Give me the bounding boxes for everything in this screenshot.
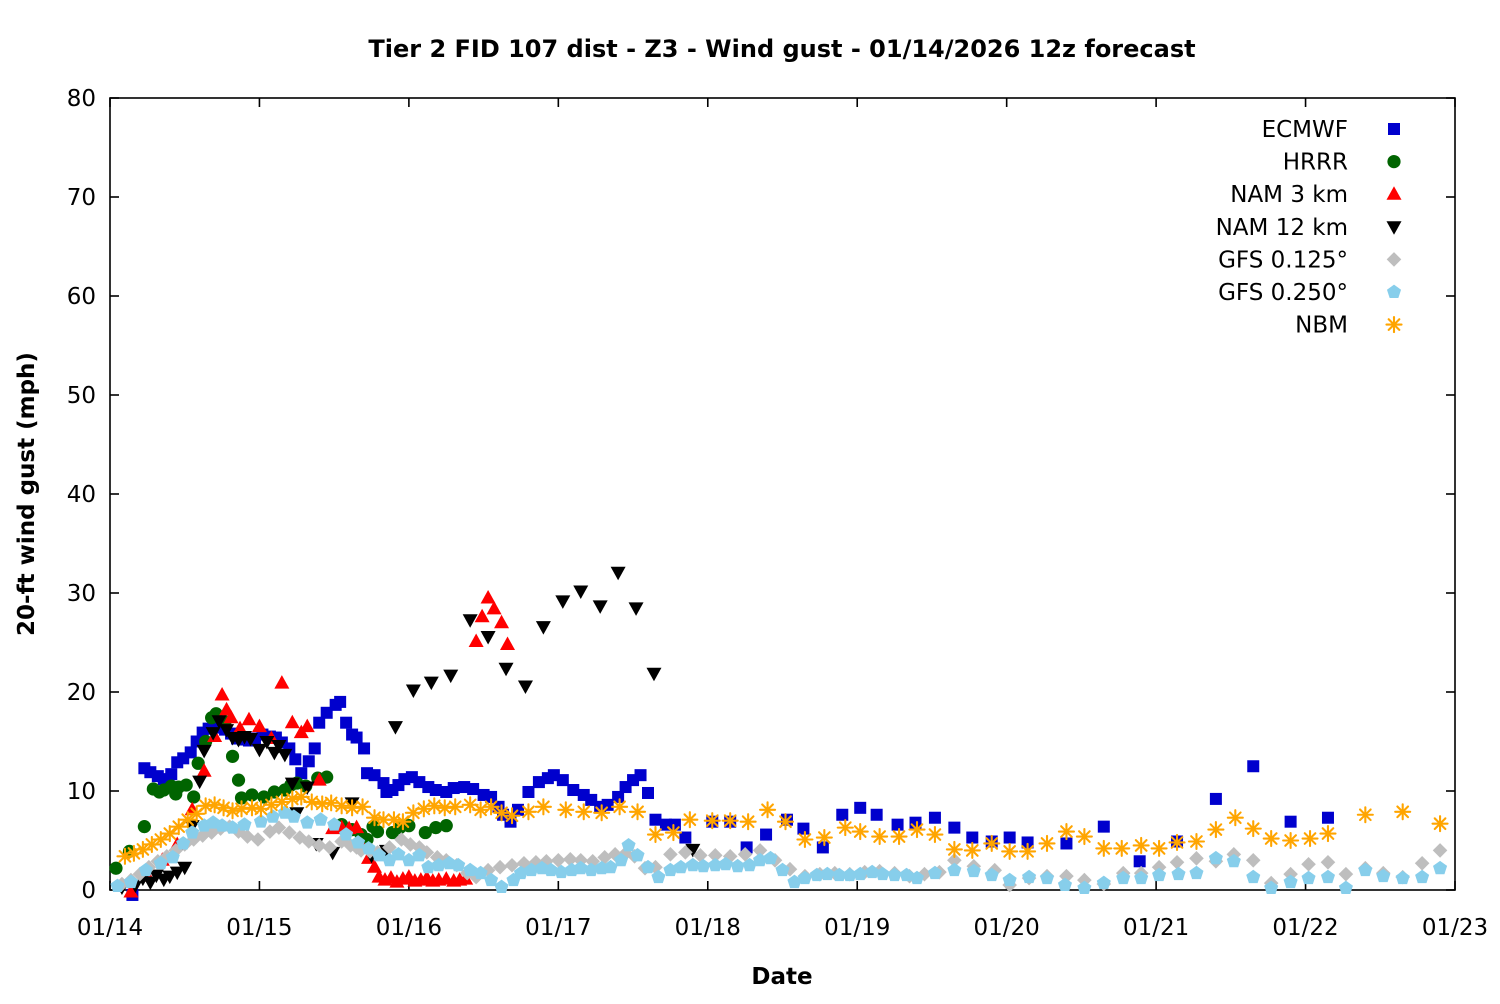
- y-tick-label: 80: [67, 86, 96, 112]
- legend-item-nam-3-km: NAM 3 km: [1230, 182, 1402, 208]
- legend: ECMWF HRRR NAM 3 km NAM 12 km GFS 0.125° GFS …: [1216, 117, 1403, 339]
- x-axis-label: Date: [751, 964, 812, 990]
- x-tick-label: 01/23: [1422, 915, 1488, 941]
- legend-item-gfs-0-125: GFS 0.125°: [1218, 247, 1402, 273]
- legend-label: GFS 0.250°: [1218, 280, 1348, 306]
- y-tick-label: 10: [67, 779, 96, 805]
- legend-item-nbm: NBM: [1295, 313, 1403, 339]
- x-tick-label: 01/19: [824, 915, 890, 941]
- legend-label: ECMWF: [1262, 117, 1348, 143]
- legend-label: GFS 0.125°: [1218, 247, 1348, 273]
- y-tick-label: 60: [67, 284, 96, 310]
- nbm-marker-icon: [1385, 316, 1403, 334]
- y-tick-label: 50: [67, 383, 96, 409]
- plot-area: 01/14 01/15 01/16 01/17 01/18 01/19 01/20 01/21…: [67, 86, 1488, 941]
- y-tick-label: 20: [67, 680, 96, 706]
- series-gfs-0-250: [110, 805, 1448, 895]
- hrrr-marker-icon: [1387, 155, 1401, 169]
- legend-item-nam-12-km: NAM 12 km: [1216, 215, 1402, 241]
- y-axis-label: 20-ft wind gust (mph): [14, 352, 40, 636]
- legend-label: NAM 3 km: [1230, 182, 1348, 208]
- gfs-0-250-marker-icon: [1386, 284, 1402, 298]
- x-tick-label: 01/22: [1272, 915, 1338, 941]
- legend-item-hrrr: HRRR: [1283, 150, 1401, 176]
- gfs-0-125-marker-icon: [1386, 252, 1402, 267]
- legend-item-ecmwf: ECMWF: [1262, 117, 1400, 143]
- legend-label: NAM 12 km: [1216, 215, 1348, 241]
- series-gfs-0-125: [114, 819, 1448, 893]
- x-tick-label: 01/17: [525, 915, 591, 941]
- y-tick-label: 70: [67, 185, 96, 211]
- legend-label: NBM: [1295, 313, 1348, 339]
- x-tick-label: 01/14: [77, 915, 143, 941]
- chart-title: Tier 2 FID 107 dist - Z3 - Wind gust - 0…: [368, 35, 1195, 63]
- x-tick-label: 01/21: [1123, 915, 1189, 941]
- nam-12-km-marker-icon: [1386, 221, 1402, 235]
- legend-label: HRRR: [1283, 150, 1348, 176]
- legend-item-gfs-0-250: GFS 0.250°: [1218, 280, 1402, 306]
- y-axis-ticks: 0 10 20 30 40 50 60 70 80: [67, 86, 1455, 904]
- x-tick-label: 01/16: [376, 915, 442, 941]
- series-nbm: [116, 788, 1449, 865]
- y-tick-label: 30: [67, 581, 96, 607]
- y-tick-label: 0: [81, 878, 96, 904]
- x-tick-label: 01/18: [675, 915, 741, 941]
- x-axis-ticks: 01/14 01/15 01/16 01/17 01/18 01/19 01/20 01/21…: [77, 98, 1488, 941]
- y-tick-label: 40: [67, 482, 96, 508]
- nam-3-km-marker-icon: [1386, 186, 1402, 200]
- x-tick-label: 01/15: [226, 915, 292, 941]
- ecmwf-marker-icon: [1388, 123, 1400, 135]
- x-tick-label: 01/20: [974, 915, 1040, 941]
